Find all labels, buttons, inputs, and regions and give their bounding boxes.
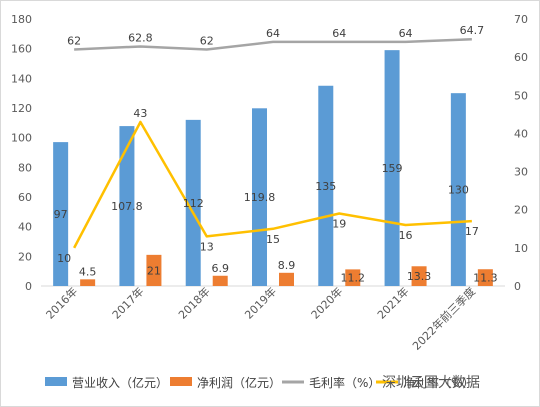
right-tick-label: 20 (514, 204, 528, 217)
line-data-label: 62 (67, 35, 81, 48)
left-tick-label: 180 (11, 13, 32, 26)
line-data-label: 62.8 (128, 31, 153, 44)
bar (345, 269, 361, 286)
legend-label: 净利润（亿元） (197, 375, 281, 390)
category-label: 2018年 (175, 284, 212, 321)
bar-data-label: 4.5 (79, 265, 97, 278)
category-label: 2017年 (109, 284, 146, 321)
right-axis: 0 10 20 30 40 50 60 70 (514, 13, 528, 293)
left-tick-label: 80 (18, 161, 32, 174)
bar-data-label: 21 (147, 264, 161, 277)
bar (80, 279, 96, 286)
right-tick-label: 10 (514, 242, 528, 255)
bar (384, 50, 400, 287)
left-tick-label: 0 (25, 280, 32, 293)
category-label: 2022年前三季度 (409, 284, 478, 353)
legend-label: 净利率（%） (403, 375, 474, 390)
right-tick-label: 60 (514, 51, 528, 64)
bar-data-label: 13.3 (407, 270, 432, 283)
line-data-label: 19 (332, 218, 346, 231)
bar (477, 269, 493, 286)
left-tick-label: 40 (18, 221, 32, 234)
bar (450, 93, 466, 287)
bar-data-label: 130 (448, 184, 469, 197)
line-data-label: 64.7 (460, 24, 485, 37)
line-data-label: 16 (399, 229, 413, 242)
bar (411, 266, 427, 286)
bar (318, 85, 334, 286)
bar (185, 119, 201, 286)
bar-data-label: 119.8 (244, 191, 276, 204)
bar (119, 126, 135, 286)
bar-data-label: 6.9 (211, 262, 229, 275)
category-label: 2016年 (43, 284, 80, 321)
line-data-label: 64 (266, 27, 280, 40)
line-data-label: 62 (200, 35, 214, 48)
bar (146, 254, 162, 286)
left-tick-label: 100 (11, 132, 32, 145)
lines-group (73, 37, 472, 249)
line-data-label: 17 (465, 225, 479, 238)
category-label: 2020年 (308, 284, 345, 321)
bar-data-label: 97 (54, 208, 68, 221)
line-data-label: 64 (399, 27, 413, 40)
bar (252, 108, 267, 287)
bar-data-label: 11.2 (341, 272, 366, 285)
bar (212, 275, 228, 286)
right-tick-label: 70 (514, 13, 528, 26)
bar-data-label: 8.9 (278, 259, 296, 272)
left-tick-label: 120 (11, 102, 32, 115)
left-tick-label: 140 (11, 72, 32, 85)
right-tick-label: 30 (514, 166, 528, 179)
left-tick-label: 60 (18, 191, 32, 204)
bar-data-label: 11.3 (473, 272, 498, 285)
right-tick-label: 40 (514, 127, 528, 140)
legend-swatch (170, 377, 192, 386)
bar (279, 272, 294, 286)
category-label: 2021年 (374, 284, 411, 321)
line-data-label: 10 (57, 252, 71, 265)
legend-label: 毛利率（%） (309, 375, 380, 390)
line-data-label: 13 (200, 240, 214, 253)
right-tick-label: 0 (514, 280, 521, 293)
left-tick-label: 20 (18, 250, 32, 263)
bar-data-label: 159 (382, 162, 403, 175)
bar-data-label: 107.8 (111, 200, 143, 213)
line-data-label: 64 (332, 27, 346, 40)
bar-data-label: 112 (183, 197, 204, 210)
bar (53, 142, 69, 286)
data-labels-group: 97 107.8 112 119.8 135 159 130 4.5 21 6.9 8.9 11.2 1… (54, 24, 498, 284)
category-label: 2019年 (242, 284, 279, 321)
bars-group (53, 50, 493, 287)
bar-data-label: 135 (315, 180, 336, 193)
right-tick-label: 50 (514, 89, 528, 102)
line-data-label: 15 (266, 233, 280, 246)
legend: 营业收入（亿元） 净利润（亿元） 毛利率（%） 净利率（%） (45, 375, 474, 390)
watermark-text: 深圳云图大数据 (382, 375, 480, 391)
legend-label: 营业收入（亿元） (72, 375, 168, 390)
legend-swatch (45, 377, 67, 386)
line-data-label: 43 (133, 107, 147, 120)
left-axis: 0 20 40 60 80 100 120 140 160 180 (11, 13, 32, 293)
left-tick-label: 160 (11, 43, 32, 56)
